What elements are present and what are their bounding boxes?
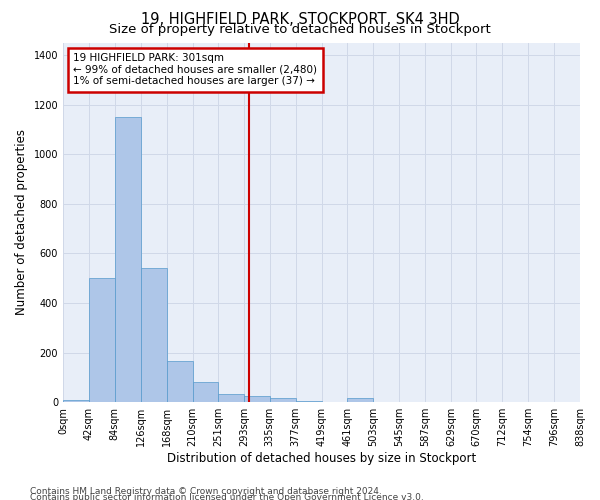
Text: 19 HIGHFIELD PARK: 301sqm
← 99% of detached houses are smaller (2,480)
1% of sem: 19 HIGHFIELD PARK: 301sqm ← 99% of detac…: [73, 54, 317, 86]
Bar: [141, 268, 167, 402]
Bar: [218, 394, 244, 402]
Bar: [89, 278, 115, 402]
Bar: [63, 400, 89, 402]
Text: 19, HIGHFIELD PARK, STOCKPORT, SK4 3HD: 19, HIGHFIELD PARK, STOCKPORT, SK4 3HD: [140, 12, 460, 28]
Bar: [244, 396, 270, 402]
X-axis label: Distribution of detached houses by size in Stockport: Distribution of detached houses by size …: [167, 452, 476, 465]
Y-axis label: Number of detached properties: Number of detached properties: [15, 130, 28, 316]
Bar: [296, 401, 322, 402]
Text: Contains HM Land Registry data © Crown copyright and database right 2024.: Contains HM Land Registry data © Crown c…: [30, 487, 382, 496]
Text: Size of property relative to detached houses in Stockport: Size of property relative to detached ho…: [109, 22, 491, 36]
Bar: [167, 362, 193, 402]
Bar: [115, 117, 141, 402]
Text: Contains public sector information licensed under the Open Government Licence v3: Contains public sector information licen…: [30, 492, 424, 500]
Bar: [347, 398, 373, 402]
Bar: [270, 398, 296, 402]
Bar: [193, 382, 218, 402]
